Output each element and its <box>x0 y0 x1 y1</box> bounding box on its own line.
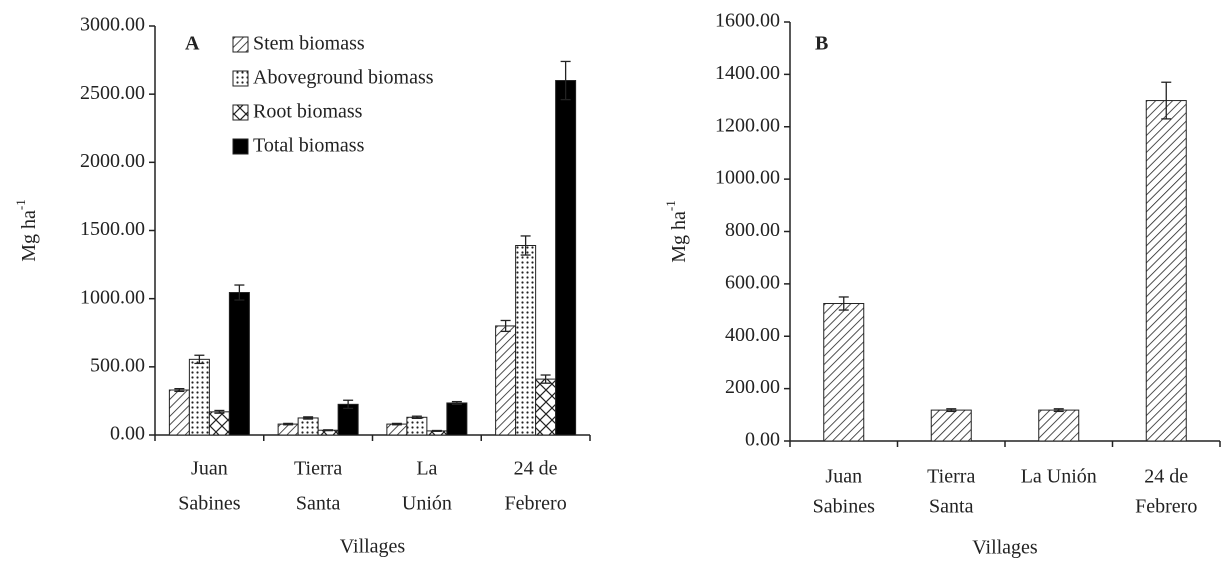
error-bar <box>323 429 334 432</box>
panel-label: A <box>185 33 200 55</box>
y-axis-title-text: Mg ha <box>18 210 40 262</box>
bar <box>277 423 299 436</box>
error-bar <box>391 422 402 426</box>
y-tick-label: 1000.00 <box>80 286 145 308</box>
error-bar <box>451 400 462 405</box>
x-tick-label: Febrero <box>1135 496 1197 518</box>
legend-label: Root biomass <box>253 101 363 123</box>
bar <box>406 416 428 436</box>
x-axis-title: Villages <box>340 536 406 558</box>
y-tick-label: 0.00 <box>110 423 145 445</box>
y-axis-title-text: Mg ha <box>668 211 690 263</box>
error-bar <box>1161 81 1172 120</box>
y-axis-title-sup: -1 <box>13 199 28 210</box>
bar <box>297 417 319 436</box>
legend-label: Total biomass <box>253 135 365 157</box>
bar <box>495 325 517 436</box>
y-tick-label: 2000.00 <box>80 150 145 172</box>
error-bar <box>234 284 245 301</box>
x-tick-label: Tierra <box>294 458 342 480</box>
error-bar <box>540 374 551 384</box>
error-bar <box>520 235 531 256</box>
y-tick-label: 400.00 <box>725 324 780 346</box>
bar <box>823 303 865 442</box>
y-tick-label: 1600.00 <box>715 10 780 32</box>
x-tick-label: 24 de <box>1144 466 1188 488</box>
bar <box>208 411 230 436</box>
y-tick-label: 1500.00 <box>80 218 145 240</box>
x-tick-label: Unión <box>402 493 452 515</box>
bar <box>535 378 557 436</box>
bar <box>1038 409 1080 442</box>
legend-label: Aboveground biomass <box>253 67 434 89</box>
x-tick-label: Sabines <box>813 496 875 518</box>
x-tick-label: Tierra <box>927 466 975 488</box>
y-tick-label: 1200.00 <box>715 114 780 136</box>
y-axis-title: Mg ha-1 <box>663 200 690 263</box>
bar <box>168 389 190 436</box>
x-tick-label: Febrero <box>505 493 567 515</box>
y-tick-label: 1000.00 <box>715 167 780 189</box>
x-tick-label: La <box>416 458 437 480</box>
error-bar <box>946 408 957 413</box>
y-axis-title-sup: -1 <box>663 200 678 211</box>
error-bar <box>1053 408 1064 413</box>
bar <box>386 423 408 436</box>
legend-swatch <box>232 70 249 87</box>
y-tick-label: 800.00 <box>725 219 780 241</box>
legend-swatch <box>232 138 249 155</box>
bar <box>515 244 537 436</box>
y-tick-label: 500.00 <box>90 354 145 376</box>
x-tick-label: La Unión <box>1021 466 1097 488</box>
error-bar <box>214 409 225 414</box>
y-tick-label: 0.00 <box>745 429 780 451</box>
x-tick-label: Santa <box>929 496 974 518</box>
bar <box>446 402 468 436</box>
error-bar <box>283 422 294 426</box>
y-tick-label: 2500.00 <box>80 82 145 104</box>
error-bar <box>343 399 354 410</box>
x-tick-label: Santa <box>296 493 341 515</box>
error-bar <box>431 429 442 432</box>
y-tick-label: 200.00 <box>725 376 780 398</box>
error-bar <box>194 354 205 365</box>
bar <box>930 409 972 442</box>
x-axis-title: Villages <box>972 537 1038 559</box>
legend-label: Stem biomass <box>253 33 365 55</box>
error-bar <box>500 319 511 333</box>
bar <box>188 358 210 436</box>
x-tick-label: 24 de <box>514 458 558 480</box>
legend-swatch <box>232 104 249 121</box>
x-tick-label: Juan <box>825 466 862 488</box>
panel-label: B <box>815 33 828 55</box>
y-tick-label: 1400.00 <box>715 62 780 84</box>
legend-swatch <box>232 36 249 53</box>
bar <box>228 292 250 436</box>
bar <box>555 80 577 436</box>
error-bar <box>303 416 314 420</box>
bar <box>1145 100 1187 442</box>
error-bar <box>560 60 571 101</box>
x-tick-label: Sabines <box>178 493 240 515</box>
y-tick-label: 3000.00 <box>80 14 145 36</box>
y-tick-label: 600.00 <box>725 271 780 293</box>
y-axis-title: Mg ha-1 <box>13 199 40 262</box>
error-bar <box>838 296 849 311</box>
error-bar <box>174 387 185 393</box>
x-tick-label: Juan <box>191 458 228 480</box>
error-bar <box>411 415 422 420</box>
